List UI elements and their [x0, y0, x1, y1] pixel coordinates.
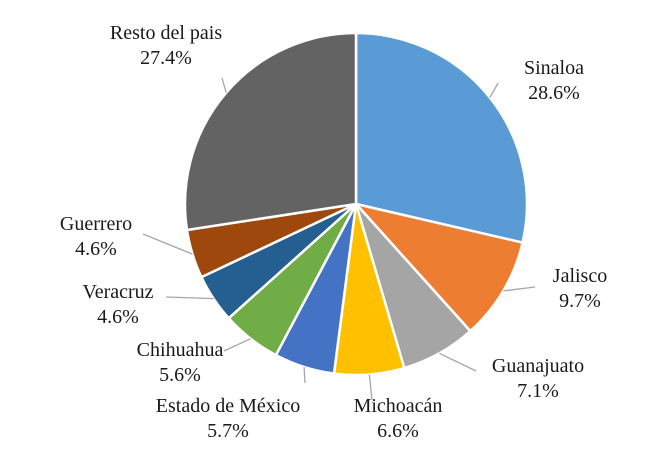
label-name-sinaloa: Sinaloa	[524, 57, 584, 79]
slice-sinaloa	[354, 31, 529, 244]
leader-chihuahua	[223, 338, 251, 352]
label-resto-del-pais: Resto del pais 27.4%	[110, 22, 222, 69]
label-name-veracruz: Veracruz	[82, 281, 153, 303]
slice-resto-del-pais	[183, 31, 358, 232]
label-name-resto-del-pais: Resto del pais	[110, 22, 222, 44]
pie-slices	[183, 31, 529, 377]
label-estado-de-mexico: Estado de México 5.7%	[156, 395, 300, 442]
label-sinaloa: Sinaloa 28.6%	[524, 57, 584, 104]
label-value-guanajuato: 7.1%	[517, 380, 559, 402]
slice-labels: Sinaloa 28.6% Jalisco 9.7% Guanajuato 7.1% Mic…	[60, 22, 607, 442]
label-veracruz: Veracruz 4.6%	[82, 281, 153, 328]
label-name-estado-de-mexico: Estado de México	[156, 395, 300, 417]
label-name-chihuahua: Chihuahua	[137, 339, 224, 361]
label-name-guerrero: Guerrero	[60, 213, 132, 235]
label-name-guanajuato: Guanajuato	[492, 355, 584, 377]
leader-resto-del-pais	[221, 77, 227, 93]
label-guerrero: Guerrero 4.6%	[60, 213, 132, 260]
label-jalisco: Jalisco 9.7%	[553, 265, 607, 312]
label-guanajuato: Guanajuato 7.1%	[492, 355, 584, 402]
label-name-jalisco: Jalisco	[553, 265, 607, 287]
label-value-veracruz: 4.6%	[97, 306, 139, 328]
label-value-michoacan: 6.6%	[377, 420, 419, 442]
label-value-chihuahua: 5.6%	[159, 364, 201, 386]
label-name-michoacan: Michoacán	[354, 395, 443, 417]
leader-jalisco	[503, 286, 536, 292]
leader-sinaloa	[489, 82, 499, 98]
label-chihuahua: Chihuahua 5.6%	[137, 339, 224, 386]
label-value-jalisco: 9.7%	[559, 290, 601, 312]
leader-guerrero	[142, 233, 193, 255]
label-value-resto-del-pais: 27.4%	[140, 47, 192, 69]
label-value-sinaloa: 28.6%	[528, 82, 580, 104]
leader-guanajuato	[439, 352, 477, 372]
leader-estado-de-mexico	[303, 366, 306, 384]
label-michoacan: Michoacán 6.6%	[354, 395, 443, 442]
slice-jalisco	[354, 202, 524, 333]
leader-michoacan	[368, 374, 373, 401]
label-value-estado-de-mexico: 5.7%	[207, 420, 249, 442]
leader-veracruz	[165, 296, 214, 300]
label-value-guerrero: 4.6%	[75, 238, 117, 260]
leader-lines	[142, 77, 536, 401]
